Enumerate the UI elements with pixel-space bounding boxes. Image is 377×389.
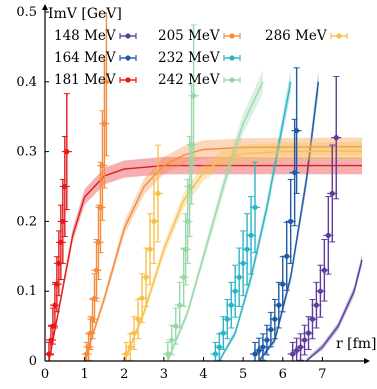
data-points: [45, 12, 342, 361]
data-point: [152, 144, 163, 243]
legend: 148 MeV 164 MeV 181 MeV 205 MeV 232 MeV 242 M…: [54, 28, 348, 88]
fit-band-6: [124, 141, 362, 361]
fit-band-1: [259, 70, 319, 361]
y-tick-label: 0.3: [16, 145, 37, 160]
data-point: [246, 196, 257, 275]
data-point: [218, 316, 229, 350]
x-tick-label: 6: [279, 367, 287, 382]
data-point: [287, 341, 298, 361]
data-point: [141, 247, 152, 307]
y-tick-label: 0.5: [16, 5, 37, 20]
fit-curve-5: [167, 81, 264, 361]
data-point: [61, 93, 72, 211]
legend-label: 232 MeV: [158, 50, 220, 66]
x-tick-label: 7: [318, 367, 326, 382]
data-point: [265, 311, 276, 348]
legend-label: 164 MeV: [54, 50, 116, 66]
data-point: [180, 213, 191, 286]
y-tick-label: 0.1: [16, 284, 37, 299]
legend-marker: [223, 55, 241, 61]
data-point: [129, 316, 140, 350]
data-point: [174, 281, 185, 329]
fit-curves: [48, 70, 363, 361]
data-point: [323, 196, 334, 275]
data-point: [101, 12, 112, 157]
legend-label: 242 MeV: [158, 72, 220, 88]
legend-marker: [223, 33, 241, 39]
x-axis-title: r [fm]: [336, 336, 377, 352]
legend-label: 286 MeV: [265, 28, 327, 44]
data-point: [291, 337, 302, 361]
data-point: [170, 307, 181, 345]
data-point: [291, 67, 302, 194]
fit-curve-0: [306, 259, 363, 361]
fit-curve-6: [123, 150, 363, 361]
x-tick-label: 1: [80, 367, 88, 382]
x-tick-label: 2: [120, 367, 128, 382]
data-point: [273, 281, 284, 329]
data-point: [261, 324, 272, 356]
legend-label: 205 MeV: [158, 28, 220, 44]
x-axis-arrow: [364, 358, 370, 364]
data-point: [257, 333, 268, 361]
legend-marker: [119, 55, 137, 61]
y-tick-label: 0: [29, 354, 37, 369]
data-point: [145, 213, 156, 286]
data-point: [230, 264, 241, 318]
x-tick-label: 5: [239, 367, 247, 382]
data-point: [188, 24, 199, 168]
data-point: [250, 161, 261, 254]
data-point: [242, 213, 253, 286]
data-point: [315, 264, 326, 318]
legend-marker: [119, 77, 137, 83]
legend-marker: [119, 33, 137, 39]
y-axis-arrow: [42, 4, 48, 10]
fit-curve-4: [218, 81, 292, 361]
axes: [42, 4, 370, 364]
data-point: [319, 238, 330, 302]
legend-label: 148 MeV: [54, 28, 116, 44]
y-tick-label: 0.2: [16, 214, 37, 229]
tick-labels: 0 1 2 3 4 5 6 7 0 0.1 0.2 0.3 0.4 0.5: [16, 5, 326, 382]
legend-marker: [330, 33, 348, 39]
y-tick-label: 0.4: [16, 75, 37, 90]
y-axis-title: ImV [GeV]: [48, 6, 122, 22]
data-point: [311, 281, 322, 329]
data-point: [234, 247, 245, 307]
legend-marker: [223, 77, 241, 83]
data-point: [331, 75, 342, 200]
legend-label: 181 MeV: [54, 72, 116, 88]
data-point: [307, 299, 318, 340]
fit-curve-3: [83, 146, 363, 361]
x-tick-label: 0: [41, 367, 49, 382]
x-tick-label: 4: [199, 367, 207, 382]
x-tick-label: 3: [160, 367, 168, 382]
